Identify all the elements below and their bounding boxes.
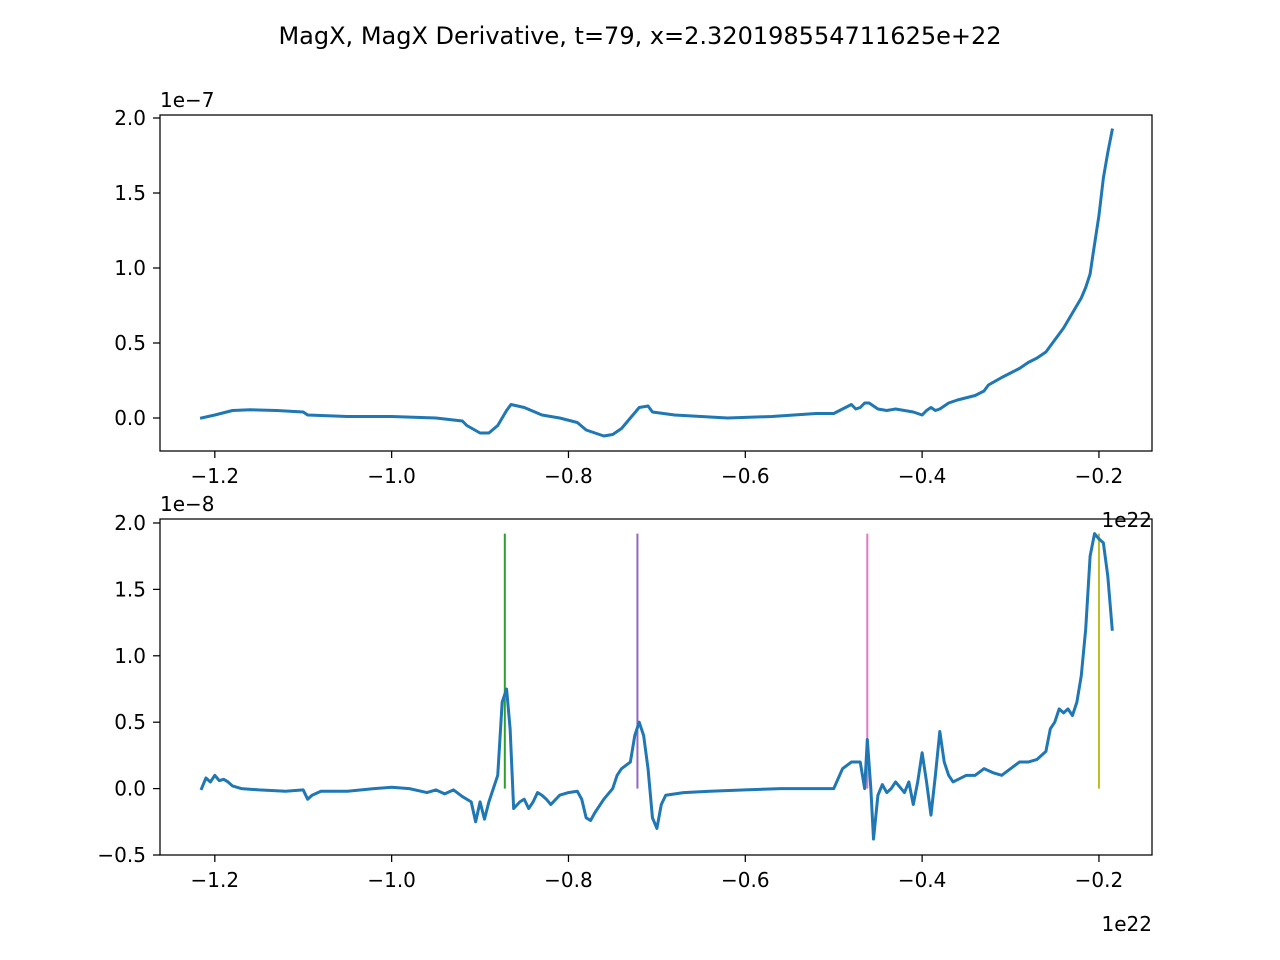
magx-y-tick-label: 1.5	[114, 181, 146, 205]
magx-derivative-y-tick-label: 0.0	[114, 777, 146, 801]
magx-x-tick-label: −1.0	[367, 464, 416, 488]
magx-x-tick-label: −0.6	[721, 464, 770, 488]
magx-derivative-axes-frame	[159, 518, 1153, 856]
magx-x-tick-label: −0.4	[898, 464, 947, 488]
magx-derivative-y-tick-label: −0.5	[97, 843, 146, 867]
magx-x-tick-label: −0.8	[544, 464, 593, 488]
magx-derivative-x-tick-label: −0.8	[544, 868, 593, 892]
magx-derivative-panel: −1.2 −1.0 −0.8 −0.6 −0.4 −0.2 −0.5 0.0 0.5 1.0 1.5…	[97, 492, 1153, 936]
magx-derivative-y-tick-label: 2.0	[114, 511, 146, 535]
magx-derivative-series-line	[199, 532, 1114, 841]
magx-y-offset-label: 1e−7	[160, 88, 215, 112]
magx-series-line	[199, 128, 1114, 438]
magx-panel: −1.2 −1.0 −0.8 −0.6 −0.4 −0.2 0.0 0.5 1.0 1.5 2.0 1…	[114, 88, 1153, 532]
magx-derivative-x-tick-label: −0.6	[721, 868, 770, 892]
magx-axes-frame	[159, 114, 1153, 452]
magx-y-tick-label: 0.0	[114, 406, 146, 430]
magx-x-tick-label: −1.2	[191, 464, 240, 488]
magx-derivative-y-tick-label: 1.0	[114, 644, 146, 668]
magx-derivative-y-tick-label: 0.5	[114, 710, 146, 734]
magx-x-tick-label: −0.2	[1075, 464, 1124, 488]
magx-derivative-y-tick-label: 1.5	[114, 577, 146, 601]
magx-x-offset-label: 1e22	[1102, 508, 1152, 532]
magx-derivative-x-offset-label: 1e22	[1102, 912, 1152, 936]
figure-title: MagX, MagX Derivative, t=79, x=2.3201985…	[278, 22, 1001, 50]
magx-derivative-y-offset-label: 1e−8	[160, 492, 215, 516]
magx-y-tick-label: 0.5	[114, 331, 146, 355]
magx-y-tick-label: 2.0	[114, 106, 146, 130]
magx-y-tick-label: 1.0	[114, 256, 146, 280]
magx-plot-area	[199, 128, 1114, 438]
magx-derivative-x-tick-label: −0.4	[898, 868, 947, 892]
magx-derivative-plot-area	[199, 532, 1114, 841]
magx-derivative-x-tick-label: −1.0	[367, 868, 416, 892]
magx-derivative-x-tick-label: −1.2	[191, 868, 240, 892]
magx-derivative-x-tick-label: −0.2	[1075, 868, 1124, 892]
